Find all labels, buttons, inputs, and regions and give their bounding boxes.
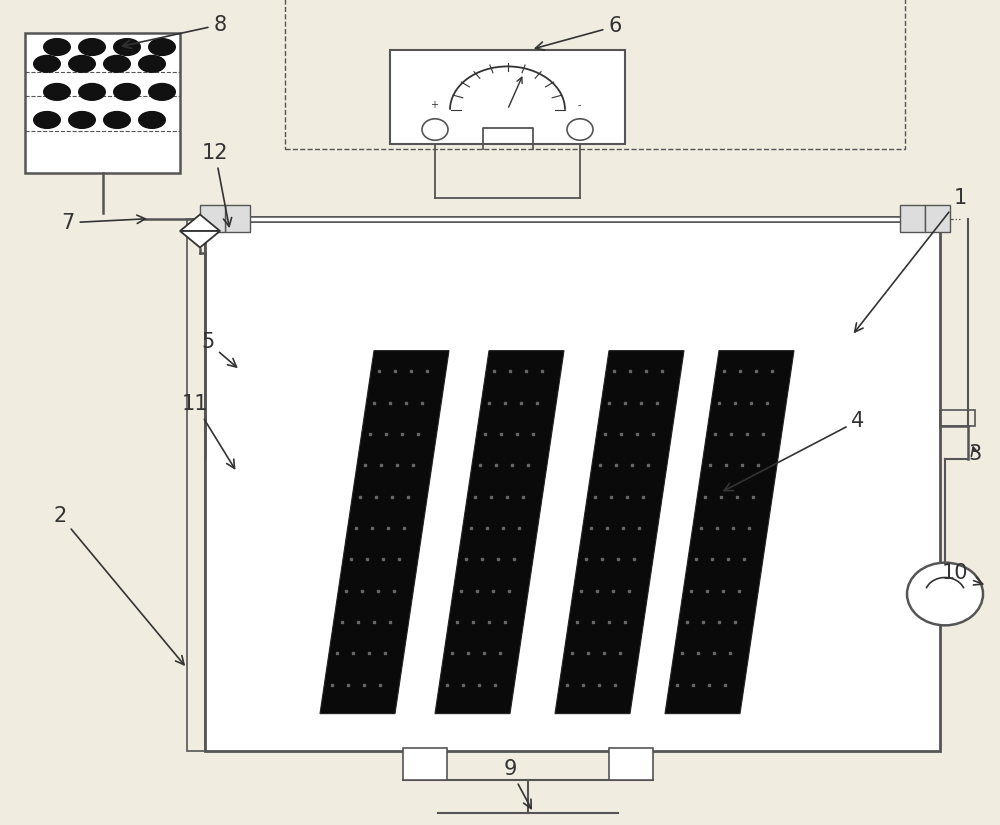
Polygon shape <box>320 351 449 714</box>
Bar <box>609 748 653 780</box>
Text: 2: 2 <box>53 506 184 665</box>
Text: 1: 1 <box>855 188 967 332</box>
Bar <box>187 219 205 751</box>
Bar <box>900 205 925 232</box>
Ellipse shape <box>68 54 96 73</box>
Ellipse shape <box>103 54 131 73</box>
Ellipse shape <box>148 38 176 56</box>
Text: 8: 8 <box>123 15 227 49</box>
Polygon shape <box>665 351 794 714</box>
Text: 5: 5 <box>201 332 236 367</box>
Text: 10: 10 <box>942 563 983 585</box>
Polygon shape <box>180 231 220 248</box>
Ellipse shape <box>68 111 96 129</box>
Polygon shape <box>180 214 220 231</box>
Circle shape <box>422 119 448 140</box>
Ellipse shape <box>113 38 141 56</box>
Bar <box>925 205 950 232</box>
Ellipse shape <box>138 111 166 129</box>
Text: 7: 7 <box>61 213 145 233</box>
Bar <box>285 0 905 148</box>
Bar <box>390 50 625 144</box>
Circle shape <box>907 563 983 625</box>
Ellipse shape <box>138 54 166 73</box>
Bar <box>403 748 447 780</box>
Ellipse shape <box>43 82 71 101</box>
Ellipse shape <box>103 111 131 129</box>
Ellipse shape <box>33 111 61 129</box>
Text: 12: 12 <box>202 143 232 226</box>
Bar <box>225 205 250 232</box>
Text: 6: 6 <box>535 16 622 50</box>
Bar <box>25 33 180 173</box>
Ellipse shape <box>33 54 61 73</box>
Circle shape <box>567 119 593 140</box>
Polygon shape <box>435 351 564 714</box>
Ellipse shape <box>78 38 106 56</box>
Text: -: - <box>577 100 581 110</box>
Text: 9: 9 <box>503 759 531 808</box>
Ellipse shape <box>113 82 141 101</box>
Text: 3: 3 <box>968 444 982 464</box>
Text: 4: 4 <box>724 411 865 491</box>
Polygon shape <box>555 351 684 714</box>
Ellipse shape <box>148 82 176 101</box>
Bar <box>940 410 975 427</box>
Text: 11: 11 <box>182 394 235 469</box>
Ellipse shape <box>43 38 71 56</box>
Ellipse shape <box>78 82 106 101</box>
Text: +: + <box>430 100 438 110</box>
Bar <box>200 205 225 232</box>
Bar <box>205 219 940 751</box>
